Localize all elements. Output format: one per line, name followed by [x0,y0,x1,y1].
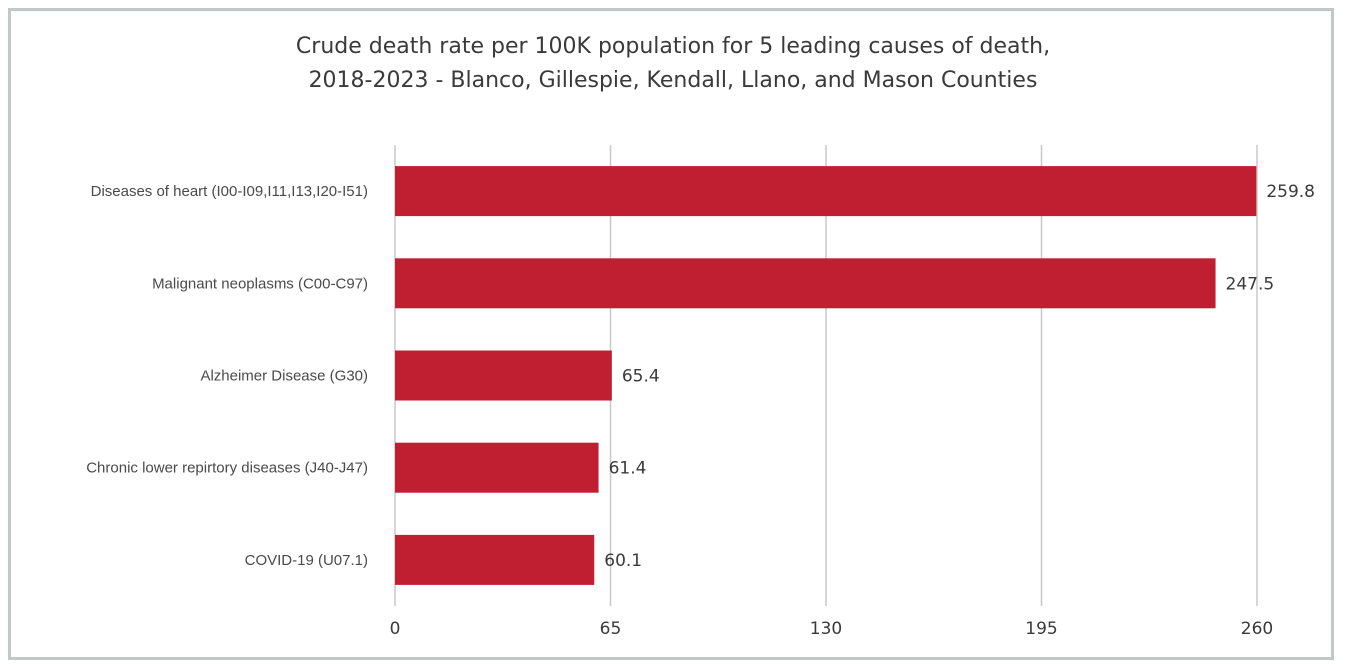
value-label-0: 259.8 [1266,182,1315,202]
category-label-1: Malignant neoplasms (C00-C97) [152,275,368,292]
chart-title: Crude death rate per 100K population for… [0,30,1346,98]
x-tick-label-0: 0 [390,619,401,639]
x-tick-label-195: 195 [1025,619,1057,639]
x-tick-label-65: 65 [600,619,622,639]
bar-1 [395,258,1216,309]
category-label-3: Chronic lower repirtory diseases (J40-J4… [86,460,368,477]
value-label-3: 61.4 [609,459,647,479]
bar-3 [395,442,599,493]
chart-frame [8,8,1334,660]
bar-4 [395,534,595,585]
x-tick-label-130: 130 [810,619,842,639]
x-tick-label-260: 260 [1241,619,1273,639]
value-label-2: 65.4 [622,367,660,387]
value-label-4: 60.1 [604,551,642,571]
category-label-4: COVID-19 (U07.1) [245,552,368,569]
category-label-2: Alzheimer Disease (G30) [200,368,368,385]
category-label-0: Diseases of heart (I00-I09,I11,I13,I20-I… [91,183,368,200]
chart-title-line-2: 2018-2023 - Blanco, Gillespie, Kendall, … [308,68,1038,93]
chart-title-line-1: Crude death rate per 100K population for… [295,34,1051,59]
bar-0 [395,166,1257,217]
bar-2 [395,350,612,401]
value-label-1: 247.5 [1226,274,1275,294]
